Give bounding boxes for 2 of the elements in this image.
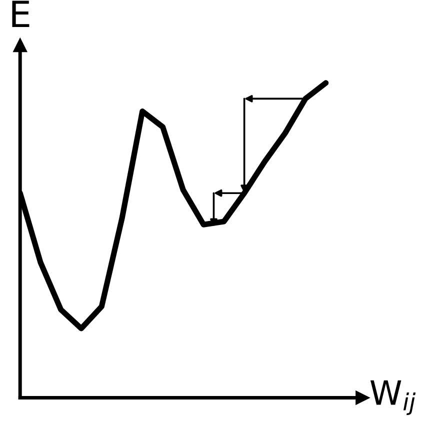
y-axis-title: E: [12, 0, 30, 28]
x-axis-title: W$_{ij}$: [370, 380, 416, 416]
